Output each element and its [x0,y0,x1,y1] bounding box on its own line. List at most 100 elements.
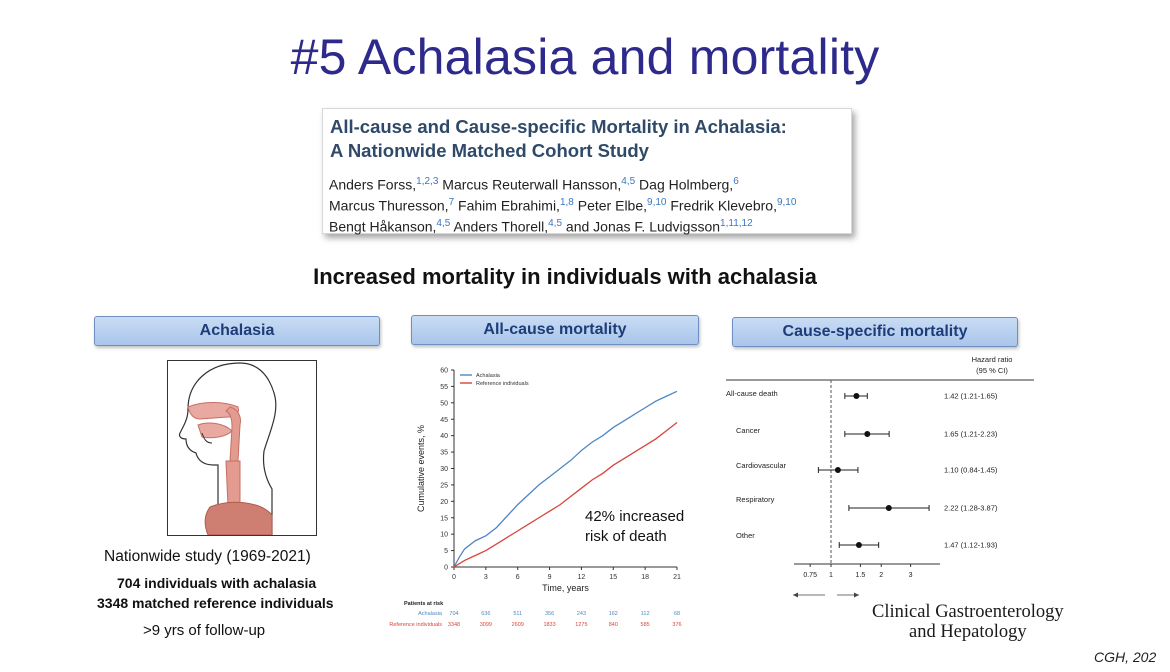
slide-title: #5 Achalasia and mortality [290,29,880,85]
paper-header-card: All-cause and Cause-specific Mortality i… [322,108,852,236]
x-tick-label: 9 [548,574,552,581]
left-arrowhead-icon [793,592,799,598]
risk-table-value: 243 [577,611,586,617]
risk-table-value: 3099 [480,622,492,628]
risk-table-value: 356 [545,611,554,617]
author-name: Bengt Håkanson, [329,218,437,235]
y-tick-label: 35 [440,450,448,457]
achalasia-count: 704 individuals with achalasia [117,575,317,591]
author-affiliation: 7 [448,197,455,209]
forest-tick-label: 1.5 [856,572,866,579]
author-affiliation: 9,10 [647,197,667,209]
risk-table-value: 112 [641,611,650,617]
author-name: Peter Elbe, [577,197,648,214]
risk-table-value: 840 [609,622,618,628]
risk-table-row-label: Achalasia [418,611,443,617]
y-tick-label: 50 [440,400,448,407]
esophagus-anatomy-illustration [167,360,317,536]
author-line: Anders Forss,1,2,3 Marcus Reuterwall Han… [329,173,849,194]
journal-logo-line-2: and Hepatology [908,622,1027,642]
forest-tick-label: 0.75 [803,572,817,579]
forest-point [834,467,841,473]
risk-table-value: 68 [674,611,680,617]
author-name: Marcus Thuresson, [329,197,449,214]
risk-table-value: 636 [481,611,490,617]
paper-title-line-1: All-cause and Cause-specific Mortality i… [330,116,787,137]
legend-label: Achalasia [476,373,501,379]
journal-logo-line-1: Clinical Gastroenterology [872,602,1064,622]
author-affiliation: 1,11,12 [720,218,753,230]
author-affiliation: 1,2,3 [416,176,439,187]
risk-table-value: 704 [449,611,458,617]
author-line: Bengt Håkanson,4,5 Anders Thorell,4,5 an… [329,215,849,236]
risk-table-value: 3348 [448,622,460,628]
author-name: Fahim Ebrahimi, [458,197,560,214]
author-affiliation: 1,8 [559,197,574,209]
forest-value-label: 1.65 (1.21-2.23) [944,430,998,439]
risk-callout-line-2: risk of death [585,528,667,545]
right-arrowhead-icon [854,592,860,598]
risk-table-value: 585 [641,622,650,628]
x-tick-label: 15 [609,574,617,581]
x-tick-label: 3 [484,574,488,581]
author-affiliation: 4,5 [548,218,563,230]
x-tick-label: 0 [452,574,456,581]
author-affiliation: 6 [733,176,739,187]
forest-point [864,431,871,437]
y-tick-label: 20 [440,499,448,506]
y-tick-label: 60 [440,368,448,375]
x-tick-label: 6 [516,574,520,581]
x-axis-title: Time, years [542,583,589,593]
series-line-reference [453,422,678,568]
y-tick-label: 40 [440,433,448,440]
y-tick-label: 15 [440,515,448,522]
x-tick-label: 21 [673,574,681,581]
x-tick-label: 18 [641,574,649,581]
hazard-ratio-forest-plot: Hazard ratio (95 % CI) 0.75 1 1.5 2 3 All-cause… [726,355,1034,598]
followup-duration: >9 yrs of follow-up [143,622,266,639]
y-tick-label: 30 [440,466,448,473]
risk-callout: 42% increased risk of death [585,507,684,547]
author-affiliation: 4,5 [436,218,451,230]
forest-value-label: 2.22 (1.28-3.87) [944,504,998,513]
forest-point [853,393,860,399]
paper-authors: Anders Forss,1,2,3 Marcus Reuterwall Han… [329,173,849,236]
forest-point [885,505,892,511]
risk-table-row-label: Reference individuals [389,622,442,628]
paper-title: All-cause and Cause-specific Mortality i… [330,115,850,163]
forest-row-label: All-cause death [726,389,778,398]
all-cause-mortality-header: All-cause mortality [411,315,699,345]
author-line: Marcus Thuresson,7 Fahim Ebrahimi,1,8 Pe… [329,194,849,215]
anatomy-drawing [178,362,277,536]
forest-tick-label: 3 [909,572,913,579]
study-description: Nationwide study (1969-2021) [104,548,311,565]
reference-count: 3348 matched reference individuals [97,595,334,611]
risk-table-value: 1833 [543,622,555,628]
y-tick-label: 55 [440,384,448,391]
y-axis-title: Cumulative events, % [416,425,426,512]
forest-tick-label: 2 [879,572,883,579]
forest-row-label: Cardiovascular [736,461,787,470]
slide-subtitle: Increased mortality in individuals with … [313,264,817,289]
forest-row-label: Other [736,531,755,540]
forest-header-ci: (95 % CI) [976,366,1008,375]
risk-table-value: 162 [609,611,618,617]
author-name: Fredrik Klevebro, [670,197,777,214]
risk-table-value: 511 [513,611,522,617]
forest-value-label: 1.42 (1.21-1.65) [944,392,998,401]
journal-logo: Clinical Gastroenterology and Hepatology [872,602,1064,642]
series-line-achalasia [453,390,678,568]
risk-table-value: 1275 [575,622,587,628]
paper-title-line-2: A Nationwide Matched Cohort Study [330,140,649,161]
legend-label: Reference individuals [476,381,529,387]
y-tick-label: 25 [440,482,448,489]
risk-table-value: 2609 [512,622,524,628]
forest-value-label: 1.47 (1.12-1.93) [944,541,998,550]
risk-callout-line-1: 42% increased [585,508,685,525]
x-tick-label: 12 [578,574,586,581]
citation: CGH, 202 [1094,649,1157,665]
forest-tick-label: 1 [829,572,833,579]
achalasia-panel-header: Achalasia [94,316,380,346]
author-name: Anders Thorell, [453,218,549,235]
author-affiliation: 9,10 [776,197,797,209]
